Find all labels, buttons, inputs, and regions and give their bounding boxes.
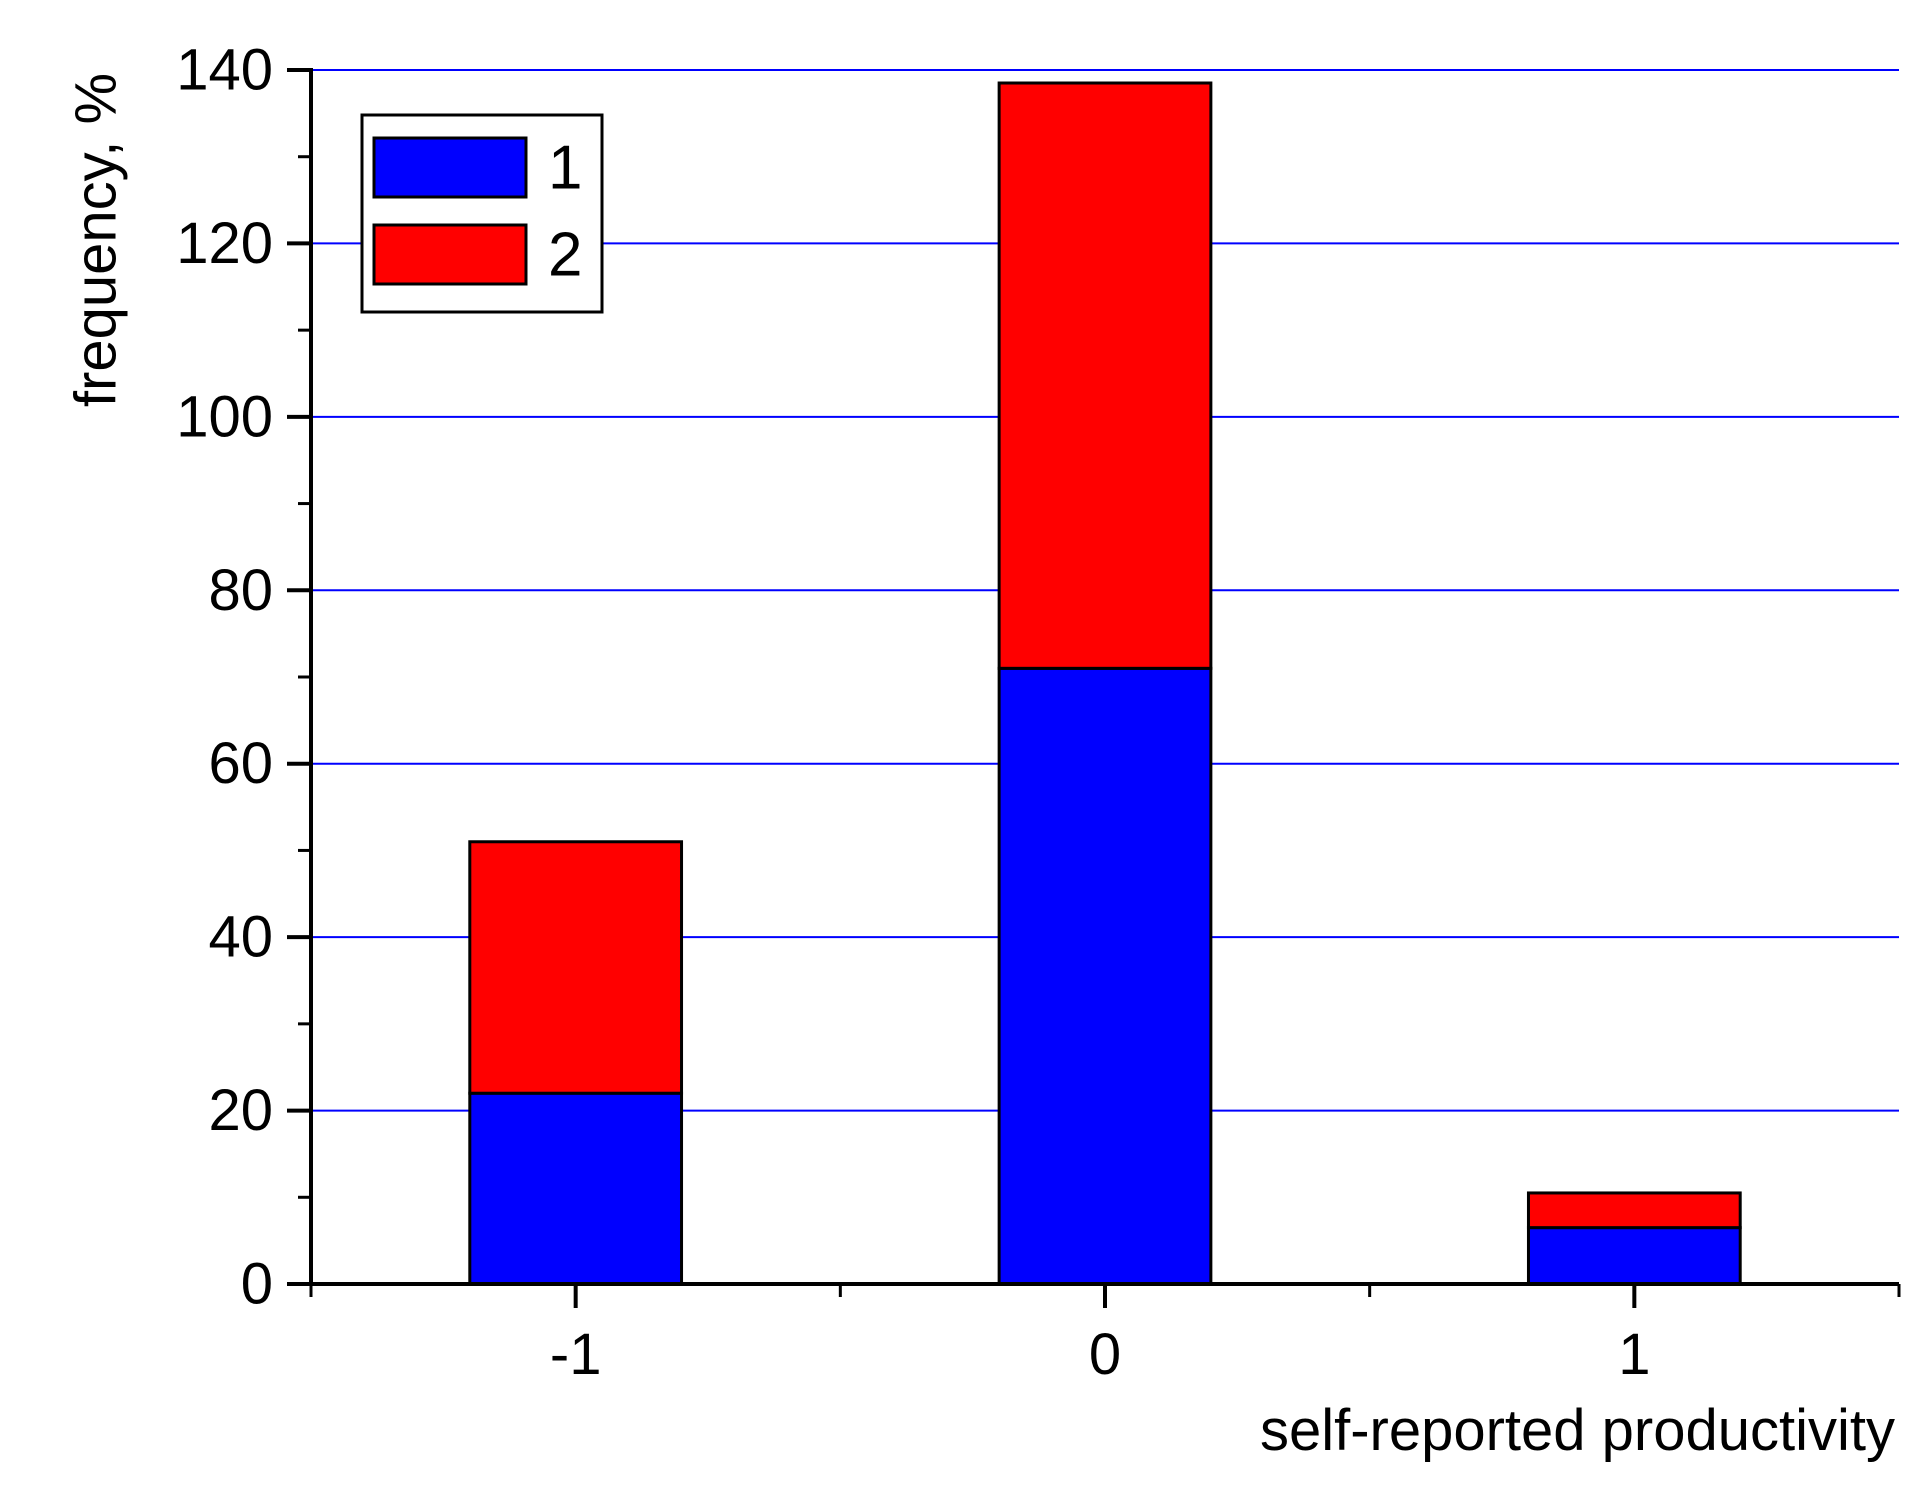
- y-tick-label: 20: [208, 1078, 273, 1143]
- legend-swatch-series-1: [372, 136, 528, 199]
- axes: [287, 68, 1901, 1308]
- y-tick-label: 100: [176, 384, 273, 449]
- x-tick-label: 0: [1089, 1322, 1121, 1387]
- y-tick-label: 60: [208, 731, 273, 796]
- bar-segment-0-series-2: [997, 81, 1213, 670]
- bars: [468, 81, 1742, 1286]
- y-tick-label: 140: [176, 38, 273, 103]
- bar-segment-1-series-1: [1526, 1226, 1742, 1286]
- x-tick-labels: -1 0 1: [550, 1322, 1651, 1387]
- y-axis-title: frequency, %: [63, 73, 128, 407]
- legend-swatch-series-2: [372, 223, 528, 286]
- y-tick-label: 80: [208, 558, 273, 623]
- legend-label-series-1: 1: [548, 134, 582, 203]
- x-axis-title: self-reported productivity: [1260, 1398, 1895, 1463]
- bar-segment--1-series-1: [468, 1091, 684, 1286]
- y-tick-label: 0: [241, 1252, 273, 1317]
- bar-segment--1-series-2: [468, 840, 684, 1095]
- y-tick-label: 40: [208, 905, 273, 970]
- y-tick-labels: 0 20 40 60 80 100 120 140: [176, 38, 273, 1317]
- legend-label-series-2: 2: [548, 221, 582, 290]
- bar-segment-1-series-2: [1526, 1191, 1742, 1230]
- y-tick-label: 120: [176, 211, 273, 276]
- legend: 12: [360, 113, 604, 314]
- x-tick-label: 1: [1618, 1322, 1650, 1387]
- x-tick-label: -1: [550, 1322, 602, 1387]
- bar-segment-0-series-1: [997, 666, 1213, 1286]
